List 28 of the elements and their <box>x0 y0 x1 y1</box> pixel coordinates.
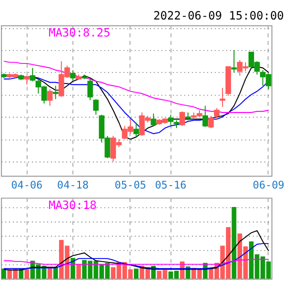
annotation: MA30:18 <box>48 198 97 212</box>
chart-title: 2022-06-09 15:00:00 <box>153 8 284 23</box>
x-tick-label: 05-16 <box>154 180 186 192</box>
candlestick <box>220 87 226 108</box>
candlestick <box>202 105 208 128</box>
candlestick <box>179 110 186 126</box>
bar <box>232 207 236 279</box>
candlestick <box>208 115 214 129</box>
bar <box>24 269 30 279</box>
candlestick <box>168 114 174 126</box>
candlestick <box>47 88 53 106</box>
x-tick-label: 04-18 <box>57 180 89 192</box>
x-tick-label: 04-06 <box>11 180 43 192</box>
bar <box>2 268 6 279</box>
x-tick-label: 05-05 <box>114 180 146 192</box>
bar <box>134 268 138 279</box>
candlestick <box>93 98 99 116</box>
candlestick <box>150 113 156 126</box>
candlestick <box>133 122 139 138</box>
candlestick <box>70 70 76 81</box>
candlestick <box>30 67 36 82</box>
candlestick <box>231 50 237 73</box>
candlestick <box>87 78 93 101</box>
candlestick <box>214 108 220 120</box>
bar <box>76 264 81 279</box>
text: MA30:8.25 <box>48 26 110 40</box>
x-tick-label: 06-09 <box>252 180 284 192</box>
candlestick <box>52 85 58 100</box>
